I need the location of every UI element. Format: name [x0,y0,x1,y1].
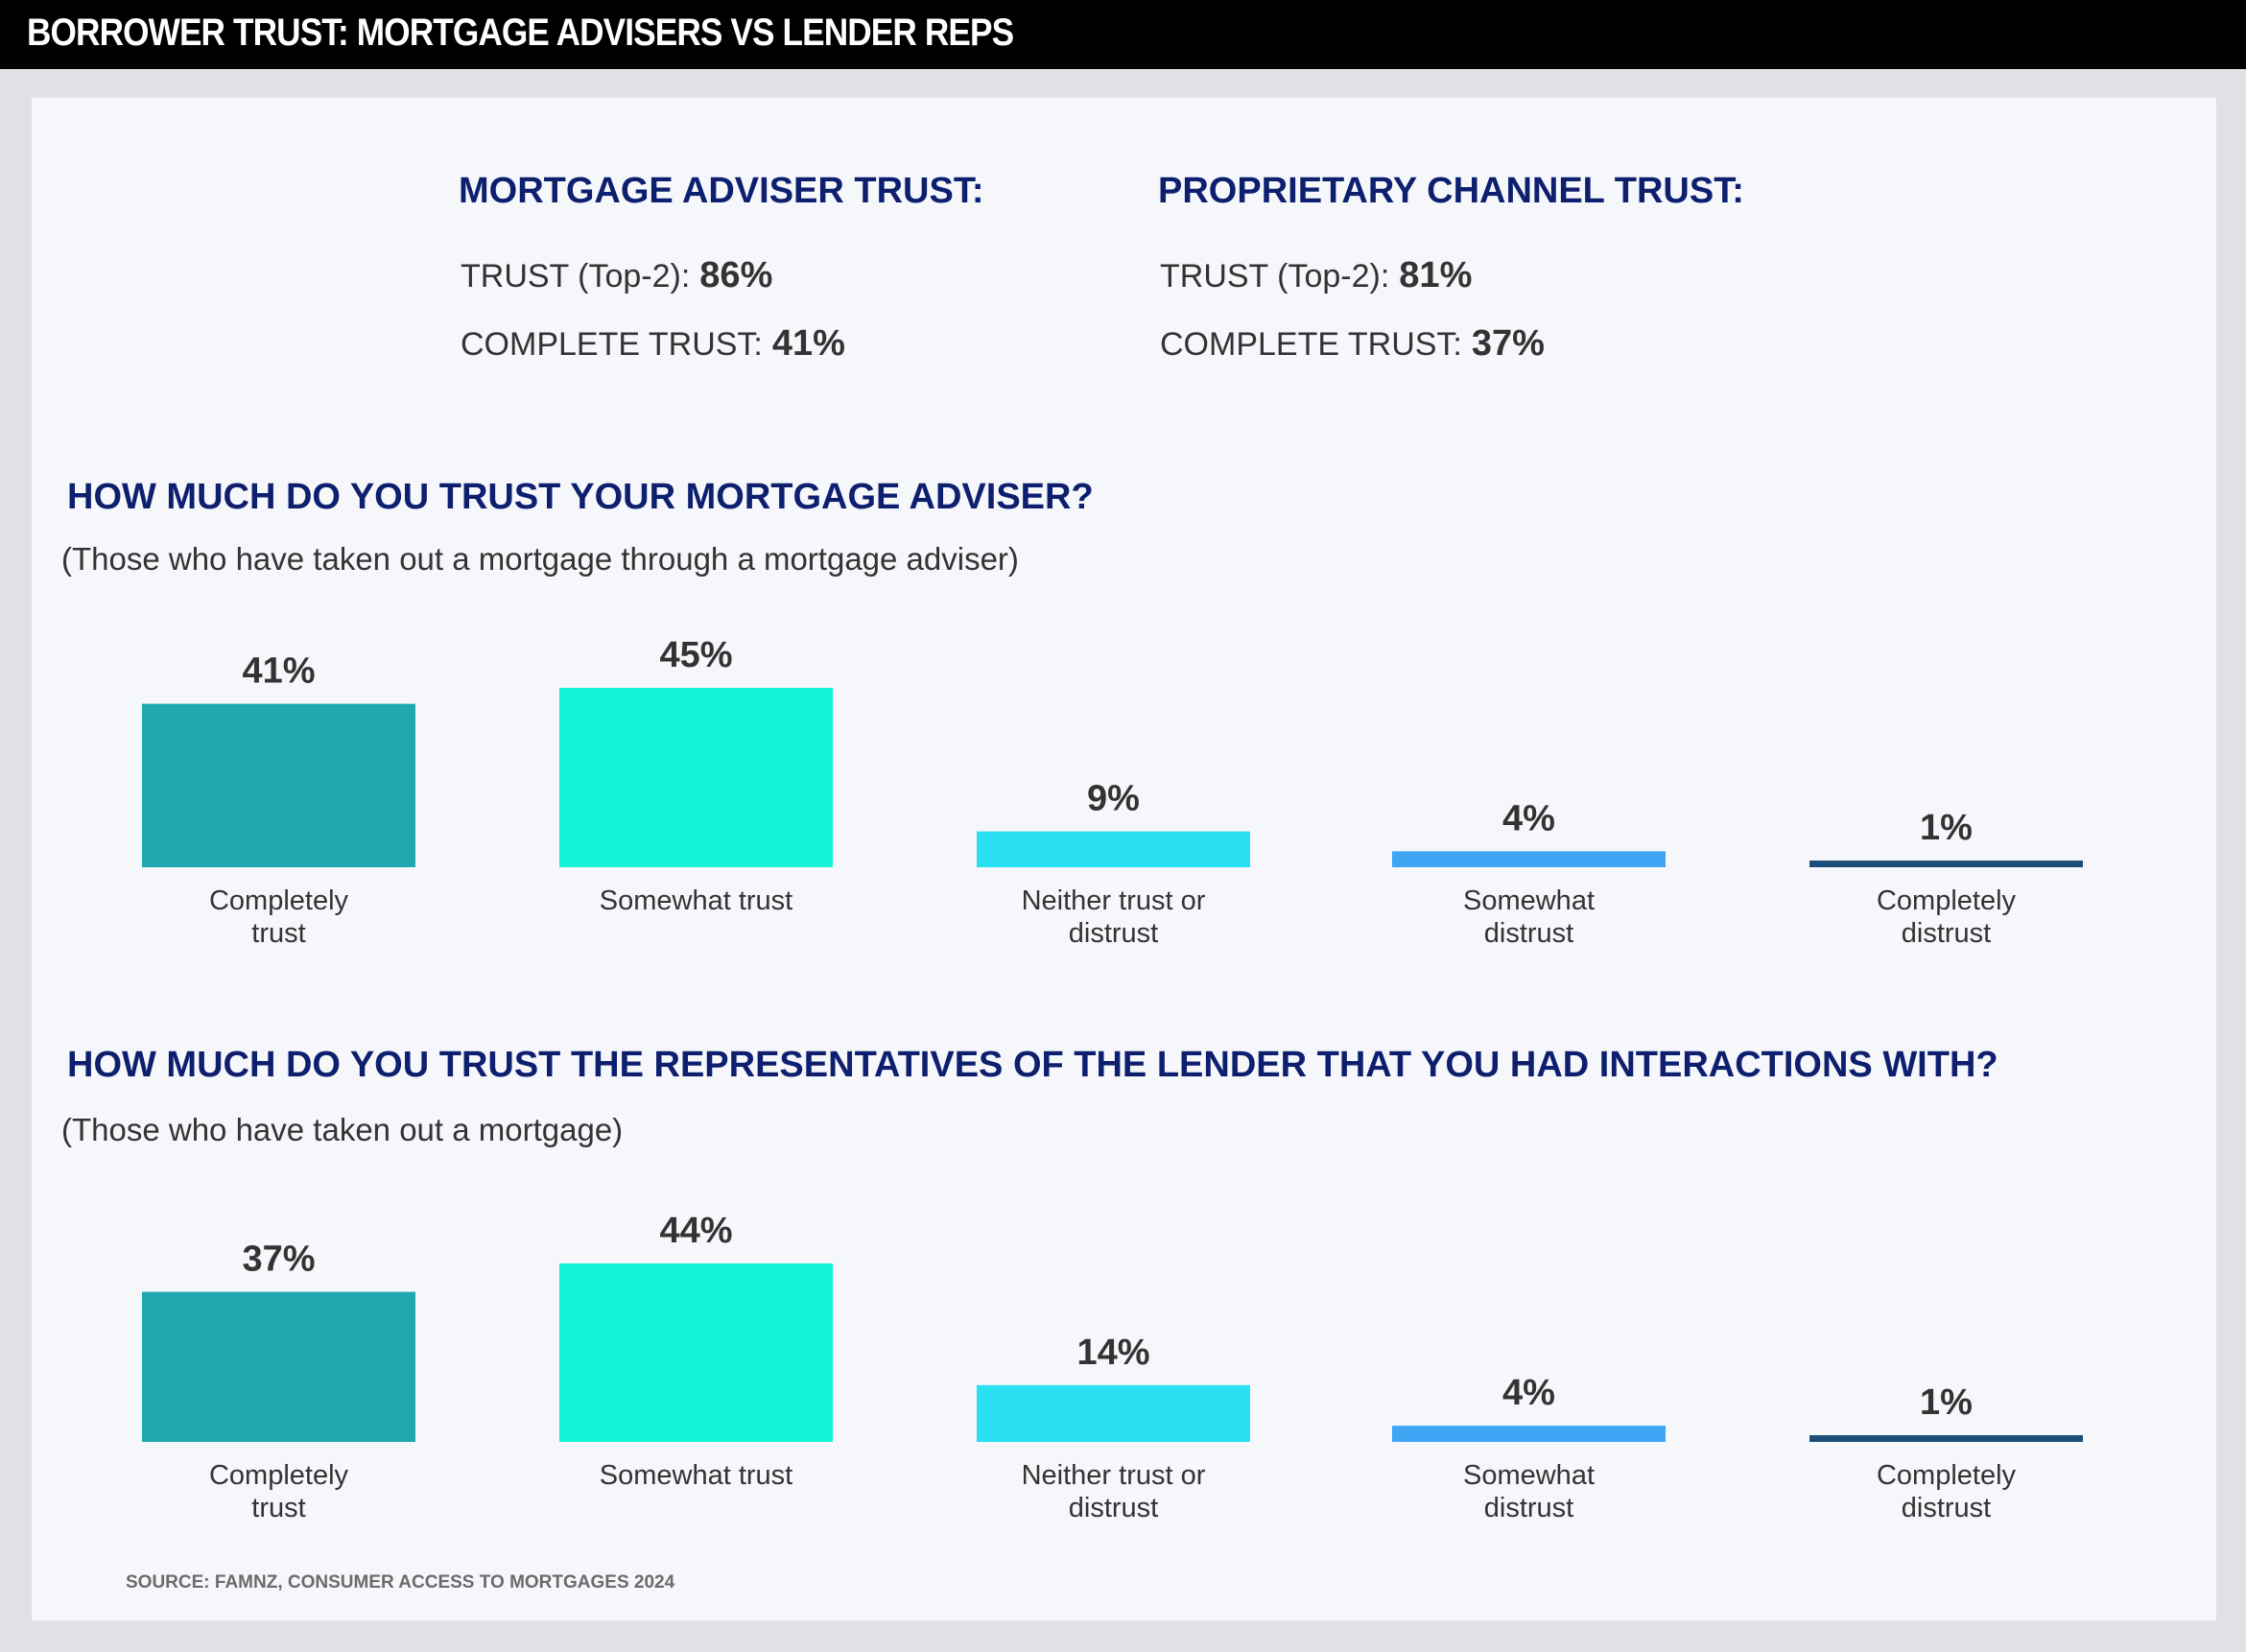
bar-neither [977,1384,1250,1442]
category-label-completely-distrust: Completely distrust [1877,885,2017,949]
chart-2-lender-trust: 37% Completely trust 44% Somewhat trust 14% Ne… [142,1211,2083,1523]
proprietary-complete-line: COMPLETE TRUST: 37% [1160,323,1545,365]
chart-1-subtitle: (Those who have taken out a mortgage thr… [61,541,1019,577]
adviser-complete-value: 41% [771,323,845,364]
value-label-neither: 14% [1076,1333,1149,1373]
value-label-completely-distrust: 1% [1920,808,1973,848]
source-note: SOURCE: FAMNZ, CONSUMER ACCESS TO MORTGA… [126,1572,675,1593]
category-label-somewhat-trust: Somewhat trust [600,1460,792,1491]
value-label-somewhat-distrust: 4% [1502,1373,1555,1413]
chart-1-adviser-trust: 41% Completely trust 45% Somewhat trust 9% Nei… [142,635,2083,949]
proprietary-complete-value: 37% [1471,323,1545,364]
bar-somewhat-trust [559,688,833,867]
proprietary-trust-label: TRUST (Top-2): [1160,258,1390,295]
category-label-neither: Neither trust or distrust [1022,885,1206,949]
value-label-completely-distrust: 1% [1920,1382,1973,1423]
category-label-completely-distrust: Completely distrust [1877,1460,2017,1523]
chart-2-title: HOW MUCH DO YOU TRUST THE REPRESENTATIVE… [67,1045,1998,1085]
chart-2-subtitle: (Those who have taken out a mortgage) [61,1112,624,1147]
title-bar: BORROWER TRUST: MORTGAGE ADVISERS VS LEN… [0,0,2246,69]
category-label-completely-trust: Completely trust [209,885,349,949]
value-label-completely-trust: 37% [242,1239,315,1280]
value-label-somewhat-trust: 45% [659,635,732,675]
category-label-completely-trust: Completely trust [209,1460,349,1523]
value-label-completely-trust: 41% [242,651,315,692]
proprietary-trust-heading: PROPRIETARY CHANNEL TRUST: [1158,171,1744,211]
bar-somewhat-distrust [1392,851,1666,867]
proprietary-complete-label: COMPLETE TRUST: [1160,326,1462,363]
bar-completely-trust [142,703,415,867]
page-title: BORROWER TRUST: MORTGAGE ADVISERS VS LEN… [27,12,1014,54]
adviser-complete-label: COMPLETE TRUST: [461,326,763,363]
adviser-trust-line: TRUST (Top-2): 86% [461,255,772,296]
bar-completely-distrust [1809,861,2083,867]
adviser-complete-line: COMPLETE TRUST: 41% [461,323,845,365]
value-label-somewhat-trust: 44% [659,1211,732,1251]
bar-completely-distrust [1809,1435,2083,1442]
adviser-trust-heading: MORTGAGE ADVISER TRUST: [459,171,984,211]
category-label-somewhat-distrust: Somewhat distrust [1463,885,1595,949]
category-label-somewhat-trust: Somewhat trust [600,885,792,916]
adviser-trust-label: TRUST (Top-2): [461,258,691,295]
adviser-trust-value: 86% [699,255,773,295]
category-label-somewhat-distrust: Somewhat distrust [1463,1460,1595,1523]
category-label-neither: Neither trust or distrust [1022,1460,1206,1523]
value-label-somewhat-distrust: 4% [1502,798,1555,838]
proprietary-trust-line: TRUST (Top-2): 81% [1160,255,1472,296]
bar-somewhat-trust [559,1263,833,1442]
bar-somewhat-distrust [1392,1426,1666,1442]
bar-neither [977,831,1250,867]
chart-1-title: HOW MUCH DO YOU TRUST YOUR MORTGAGE ADVI… [67,477,1094,517]
value-label-neither: 9% [1087,779,1140,819]
bar-completely-trust [142,1291,415,1442]
proprietary-trust-value: 81% [1399,255,1473,295]
